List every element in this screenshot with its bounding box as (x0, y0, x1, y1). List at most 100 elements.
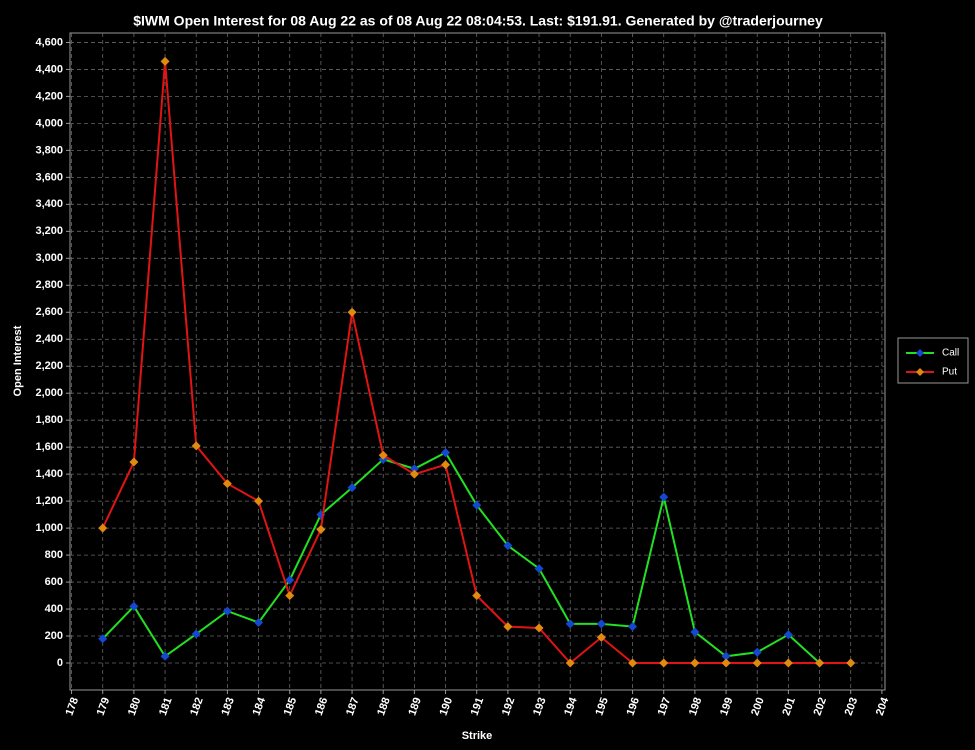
x-tick-label: 197 (656, 696, 674, 717)
legend-label: Put (942, 367, 957, 378)
x-tick-label: 195 (593, 696, 611, 717)
y-tick-label: 3,800 (35, 144, 63, 156)
x-tick-label: 180 (126, 696, 144, 717)
point-marker (98, 634, 108, 644)
point-marker (690, 658, 700, 668)
y-tick-label: 200 (45, 630, 63, 642)
point-marker (565, 658, 575, 668)
x-tick-label: 179 (95, 696, 113, 717)
point-marker (721, 651, 731, 661)
y-tick-label: 0 (57, 657, 63, 669)
y-axis-label: Open Interest (12, 325, 24, 396)
point-marker (472, 591, 482, 601)
y-tick-label: 1,400 (35, 468, 63, 480)
x-tick-label: 193 (531, 696, 549, 717)
point-marker (690, 627, 700, 637)
point-marker (441, 460, 451, 470)
point-marker (222, 606, 232, 616)
y-tick-label: 4,400 (35, 63, 63, 75)
chart-title: $IWM Open Interest for 08 Aug 22 as of 0… (133, 13, 823, 29)
point-marker (441, 448, 451, 458)
point-marker (503, 541, 513, 551)
point-marker (534, 623, 544, 633)
legend-marker (916, 349, 924, 357)
x-tick-label: 182 (188, 696, 206, 717)
y-tick-label: 3,000 (35, 252, 63, 264)
y-tick-label: 2,600 (35, 306, 63, 318)
point-marker (285, 575, 295, 585)
x-tick-label: 199 (718, 696, 736, 717)
y-tick-label: 1,800 (35, 414, 63, 426)
x-tick-label: 178 (64, 696, 82, 717)
x-tick-label: 188 (375, 696, 393, 717)
point-marker (565, 619, 575, 629)
x-tick-label: 192 (500, 696, 518, 717)
x-tick-label: 183 (219, 696, 237, 717)
x-tick-label: 191 (469, 696, 487, 717)
y-tick-label: 1,600 (35, 441, 63, 453)
x-tick-label: 186 (313, 696, 331, 717)
point-marker (129, 457, 139, 467)
point-marker (378, 450, 388, 460)
x-tick-label: 201 (780, 696, 798, 717)
y-tick-label: 3,400 (35, 198, 63, 210)
point-marker (347, 307, 357, 317)
legend-label: Call (942, 348, 959, 359)
y-tick-label: 2,200 (35, 360, 63, 372)
point-marker (409, 464, 419, 474)
point-marker (721, 658, 731, 668)
point-marker (191, 629, 201, 639)
point-marker (98, 523, 108, 533)
x-tick-label: 190 (438, 696, 456, 717)
y-tick-label: 1,000 (35, 522, 63, 534)
point-marker (472, 500, 482, 510)
plot-frame (69, 32, 886, 691)
point-marker (222, 479, 232, 489)
point-marker (254, 496, 264, 506)
y-tick-label: 3,600 (35, 171, 63, 183)
point-marker (503, 622, 513, 632)
y-tick-label: 400 (45, 603, 63, 615)
x-axis-label: Strike (462, 730, 493, 742)
x-tick-label: 202 (812, 696, 830, 717)
x-tick-label: 198 (687, 696, 705, 717)
point-marker (815, 658, 825, 668)
point-marker (285, 591, 295, 601)
point-marker (783, 630, 793, 640)
x-tick-label: 187 (344, 696, 362, 717)
y-tick-label: 600 (45, 576, 63, 588)
point-marker (596, 619, 606, 629)
point-marker (628, 622, 638, 632)
y-tick-label: 2,400 (35, 333, 63, 345)
point-marker (846, 658, 856, 668)
y-tick-label: 3,200 (35, 225, 63, 237)
point-marker (129, 601, 139, 611)
x-tick-label: 185 (282, 696, 300, 717)
y-tick-label: 800 (45, 549, 63, 561)
y-tick-label: 2,000 (35, 387, 63, 399)
point-marker (160, 56, 170, 66)
y-tick-label: 4,000 (35, 117, 63, 129)
y-tick-label: 4,600 (35, 36, 63, 48)
legend-marker (916, 368, 924, 376)
x-tick-label: 203 (843, 696, 861, 717)
x-tick-label: 200 (749, 696, 767, 717)
y-tick-label: 4,200 (35, 90, 63, 102)
x-tick-label: 181 (157, 696, 175, 717)
y-tick-label: 2,800 (35, 279, 63, 291)
point-marker (596, 632, 606, 642)
point-marker (659, 492, 669, 502)
point-marker (316, 524, 326, 534)
point-marker (409, 469, 419, 479)
point-marker (752, 647, 762, 657)
point-marker (254, 618, 264, 628)
y-tick-label: 1,200 (35, 495, 63, 507)
x-tick-label: 189 (406, 696, 424, 717)
point-marker (191, 441, 201, 451)
x-tick-label: 196 (625, 696, 643, 717)
point-marker (752, 658, 762, 668)
legend-box (897, 337, 969, 384)
